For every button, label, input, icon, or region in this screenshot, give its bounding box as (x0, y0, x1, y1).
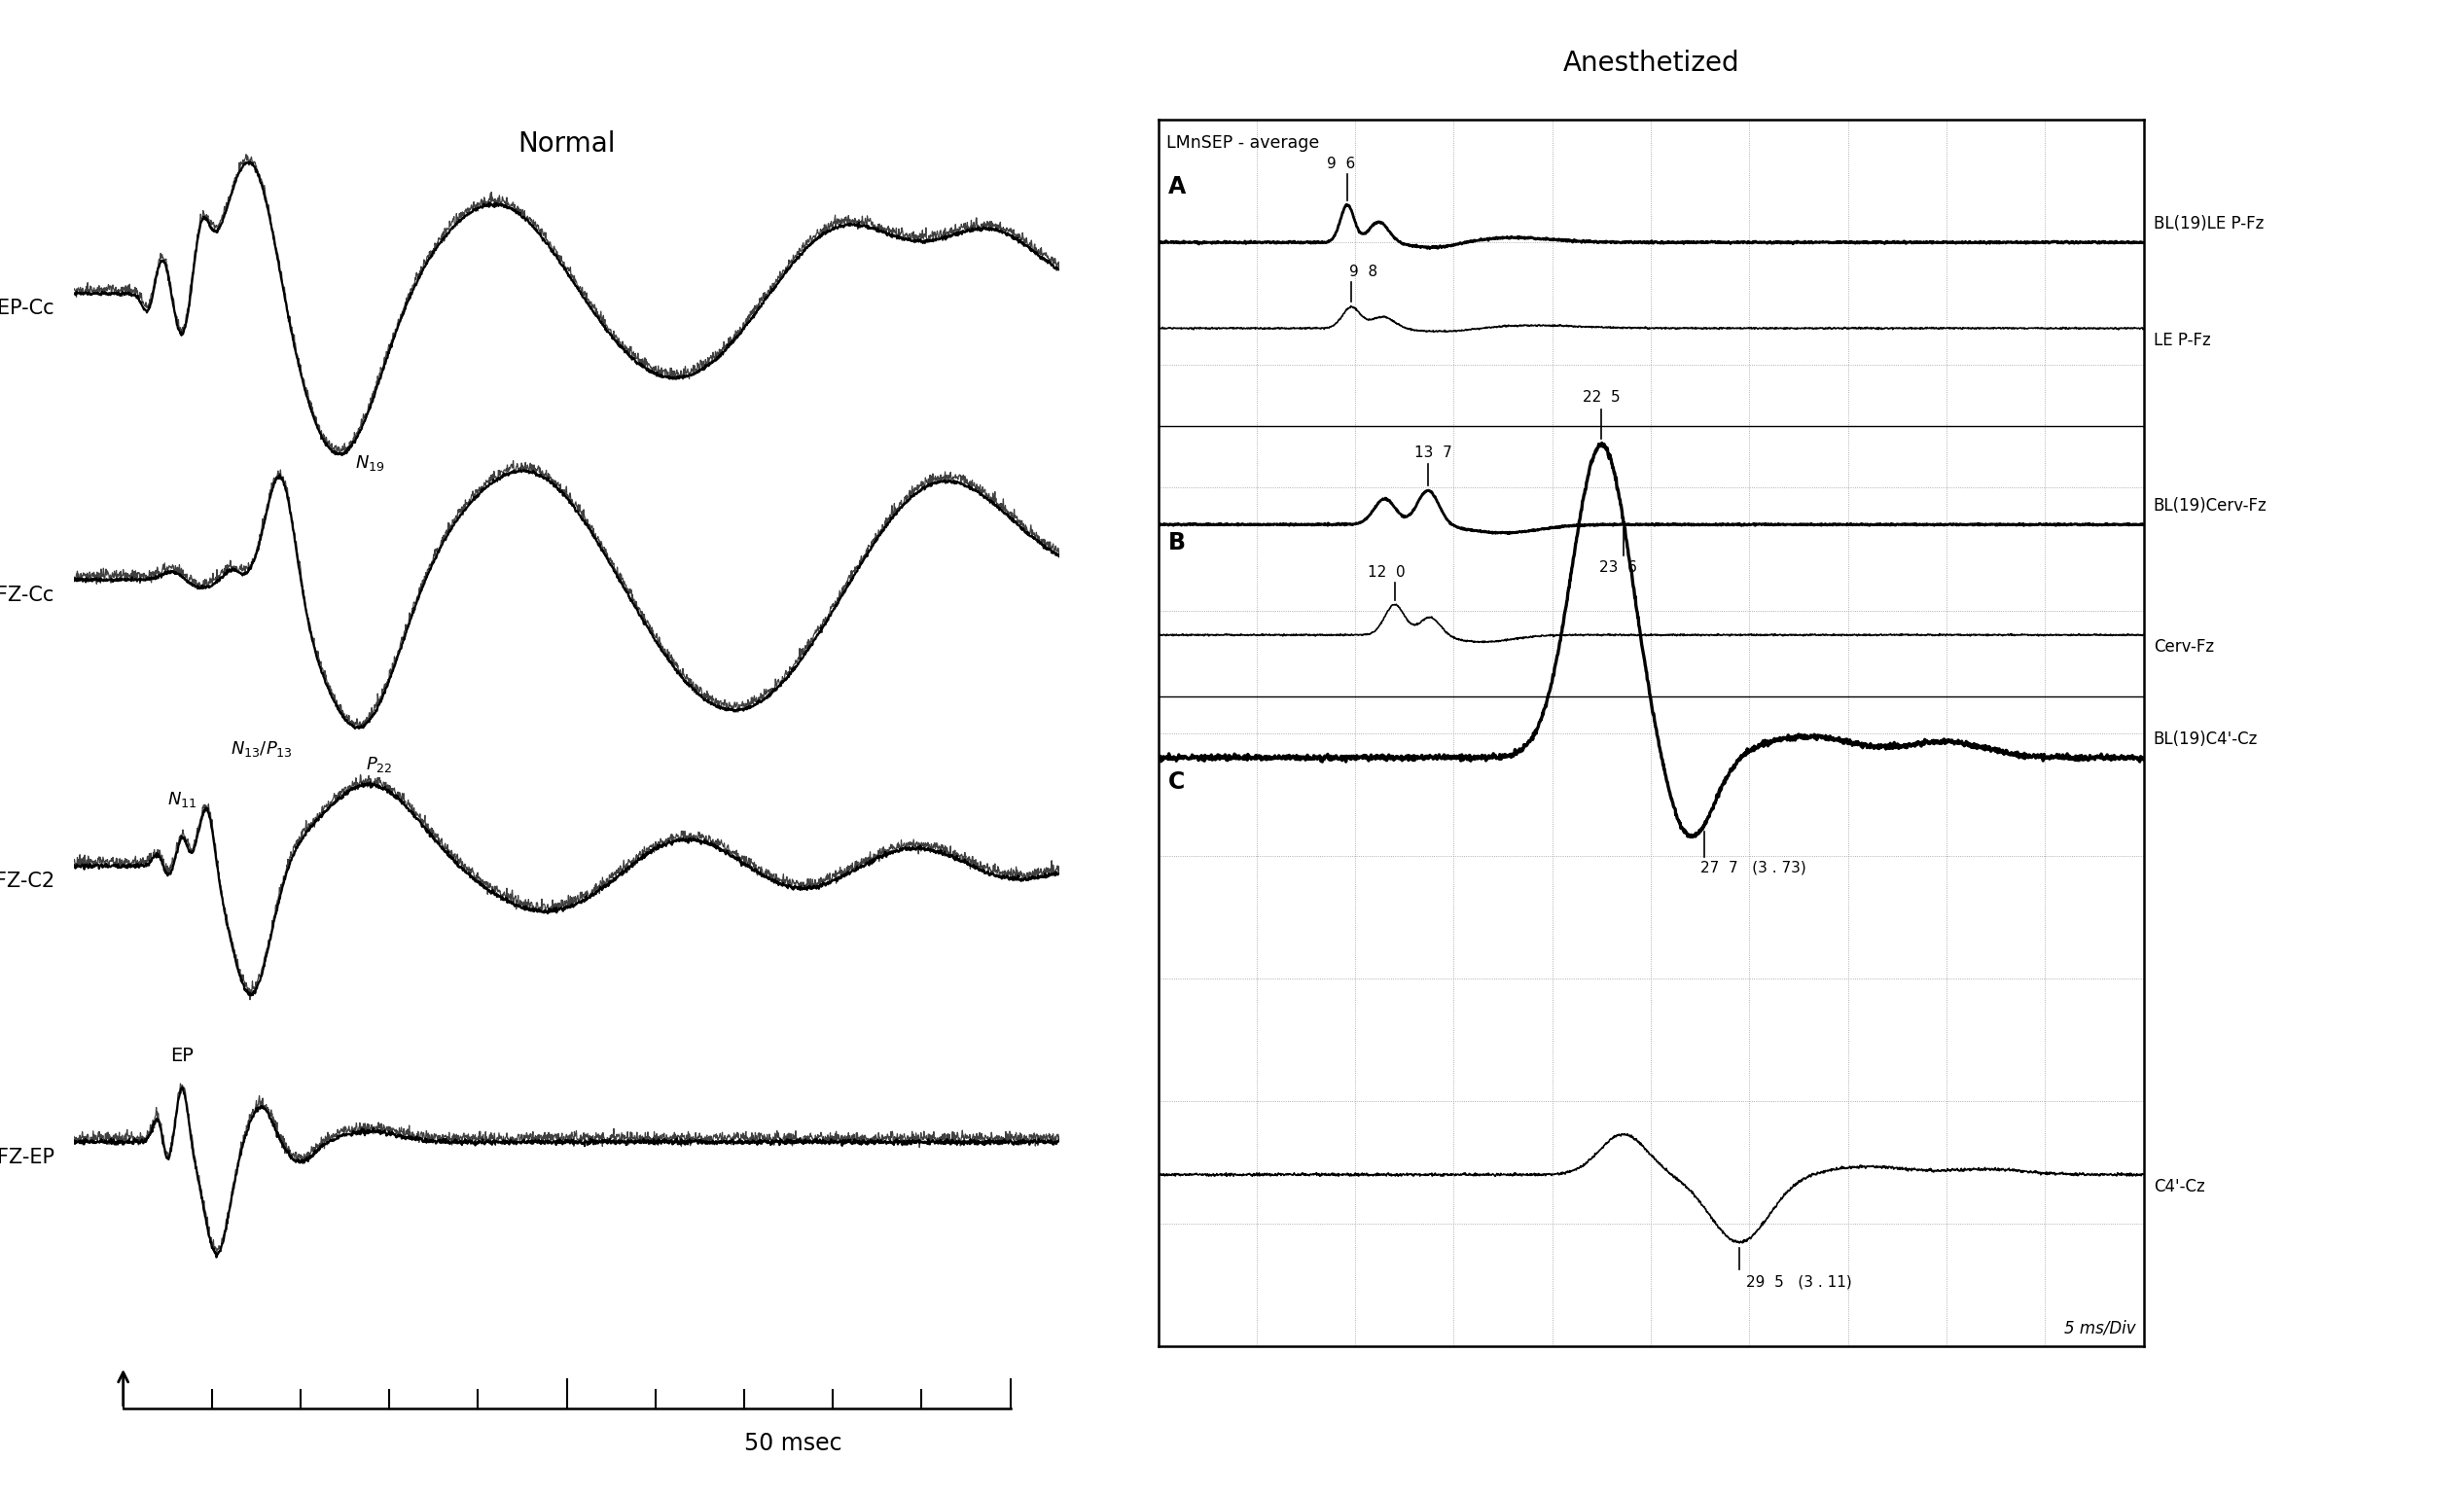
Text: Anesthetized: Anesthetized (1562, 49, 1740, 76)
Text: 29  5   (3 . 11): 29 5 (3 . 11) (1747, 1275, 1850, 1290)
Text: Cerv-Fz: Cerv-Fz (2154, 639, 2215, 655)
Text: A: A (1168, 175, 1185, 199)
Text: B: B (1168, 531, 1185, 555)
Text: 27  7   (3 . 73): 27 7 (3 . 73) (1700, 860, 1806, 875)
Text: 23  6: 23 6 (1599, 560, 1636, 574)
Text: FZ-C2: FZ-C2 (0, 872, 54, 892)
Text: 13  7: 13 7 (1414, 446, 1451, 459)
Text: C: C (1168, 770, 1185, 794)
Text: 22  5: 22 5 (1582, 390, 1621, 405)
Text: 50 msec: 50 msec (744, 1432, 843, 1456)
Text: BL(19)Cerv-Fz: BL(19)Cerv-Fz (2154, 497, 2267, 515)
Text: $N_{11}$: $N_{11}$ (168, 790, 197, 809)
Text: C4'-Cz: C4'-Cz (2154, 1179, 2205, 1195)
Text: LE P-Fz: LE P-Fz (2154, 332, 2210, 349)
Text: 5 ms/Div: 5 ms/Div (2065, 1319, 2136, 1336)
Text: EP: EP (170, 1047, 195, 1065)
Text: BL(19)LE P-Fz: BL(19)LE P-Fz (2154, 215, 2264, 233)
Text: $N_{13}/P_{13}$: $N_{13}/P_{13}$ (229, 739, 293, 758)
Text: $P_{22}$: $P_{22}$ (367, 754, 392, 773)
Text: Normal: Normal (517, 130, 616, 157)
Text: FZ-EP: FZ-EP (0, 1147, 54, 1167)
Text: 9  6: 9 6 (1328, 156, 1355, 171)
Text: 9  8: 9 8 (1348, 265, 1377, 280)
Text: $N_{19}$: $N_{19}$ (355, 453, 384, 473)
Text: LMnSEP - average: LMnSEP - average (1165, 135, 1318, 153)
Text: FZ-Cc: FZ-Cc (0, 585, 54, 604)
Text: BL(19)C4'-Cz: BL(19)C4'-Cz (2154, 730, 2257, 748)
Text: 12  0: 12 0 (1368, 565, 1404, 580)
Text: EP-Cc: EP-Cc (0, 299, 54, 319)
